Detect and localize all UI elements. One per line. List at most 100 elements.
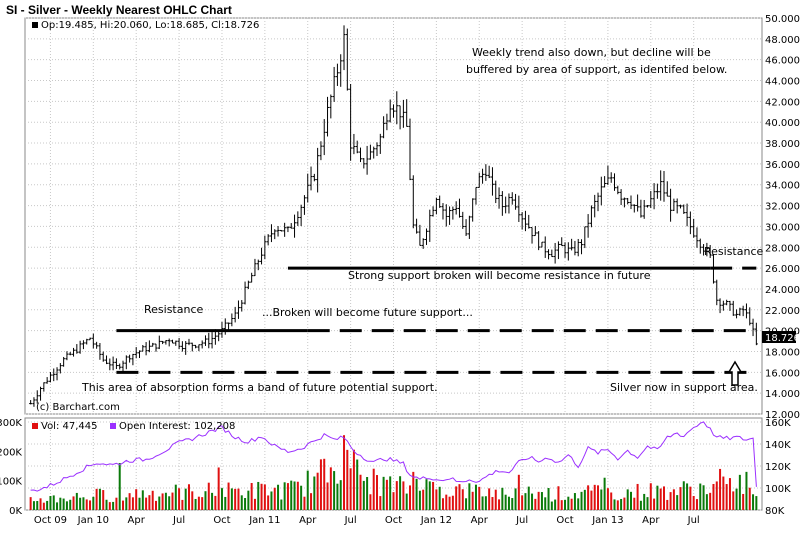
volume-bar — [458, 484, 461, 510]
volume-bar — [689, 486, 692, 510]
volume-bar — [362, 480, 365, 510]
volume-bar — [293, 481, 296, 510]
open-interest-series — [30, 421, 757, 492]
volume-bar — [227, 482, 230, 510]
volume-bar — [435, 489, 438, 510]
volume-bar — [234, 488, 237, 510]
volume-bar — [461, 489, 464, 510]
x-tick-label: Jul — [515, 515, 528, 526]
volume-bar — [49, 495, 52, 510]
volume-bar — [240, 495, 243, 510]
volume-bar — [237, 488, 240, 510]
x-tick-label: Jul — [172, 515, 185, 526]
volume-bar — [204, 491, 207, 510]
volume-bar — [623, 497, 626, 510]
annotation-broken-support: ...Broken will become future support... — [262, 306, 473, 319]
x-tick-label: Jul — [687, 515, 700, 526]
volume-bar — [174, 484, 177, 510]
x-tick-label: Apr — [299, 515, 317, 526]
volume-bar — [197, 496, 200, 510]
volume-bar — [402, 481, 405, 510]
volume-bar — [369, 494, 372, 510]
volume-bar — [755, 496, 758, 510]
volume-bar — [280, 499, 283, 510]
volume-bar — [300, 485, 303, 510]
volume-bar — [151, 490, 154, 510]
volume-bar — [286, 483, 289, 510]
open-interest-tick-label: 160K — [765, 418, 791, 429]
volume-bar — [346, 449, 349, 510]
volume-bar — [178, 488, 181, 510]
volume-bar — [412, 471, 415, 510]
volume-bar — [593, 484, 596, 510]
volume-bar — [181, 499, 184, 510]
volume-bar — [481, 496, 484, 510]
volume-bar — [382, 476, 385, 510]
volume-bar — [349, 468, 352, 510]
volume-bar — [567, 496, 570, 510]
volume-bar — [260, 483, 263, 510]
volume-bar — [669, 492, 672, 510]
open-interest-line — [30, 421, 757, 492]
volume-bar — [448, 496, 451, 510]
annotation-resistance-left: Resistance — [144, 303, 204, 316]
volume-bar — [531, 493, 534, 510]
volume-bar — [115, 497, 118, 510]
volume-bar — [102, 490, 105, 510]
volume-bar — [372, 468, 375, 510]
open-interest-tick-label: 120K — [765, 462, 791, 473]
volume-bar — [732, 491, 735, 510]
volume-bar — [389, 476, 392, 510]
price-tick-label: 28.000 — [765, 243, 800, 254]
annotation-strong-support: Strong support broken will become resist… — [348, 269, 651, 282]
volume-bar — [356, 459, 359, 510]
price-tick-label: 36.000 — [765, 160, 800, 171]
volume-bar — [141, 490, 144, 510]
volume-bar — [653, 498, 656, 510]
volume-bar — [590, 490, 593, 510]
volume-bar — [138, 497, 141, 510]
price-tick-label: 46.000 — [765, 56, 800, 67]
volume-bar — [725, 484, 728, 510]
volume-bar — [610, 492, 613, 510]
volume-bar — [649, 483, 652, 510]
annotation-silver-now: Silver now in support area. — [610, 381, 758, 394]
volume-bar — [415, 478, 418, 510]
volume-bar — [32, 501, 35, 510]
open-interest-legend-square — [110, 423, 116, 429]
volume-bar — [352, 449, 355, 510]
volume-legend-square — [32, 423, 38, 429]
volume-bar — [465, 498, 468, 510]
volume-bar — [257, 481, 260, 510]
annotation-weekly-trend-2: buffered by area of support, as identife… — [466, 63, 727, 76]
volume-bar — [250, 483, 253, 510]
volume-bar — [554, 499, 557, 510]
chart-title: SI - Silver - Weekly Nearest OHLC Chart — [6, 3, 232, 17]
price-tick-label: 14.000 — [765, 389, 800, 400]
volume-bar — [395, 481, 398, 510]
volume-bar — [145, 497, 148, 510]
volume-bar — [65, 501, 68, 510]
volume-bar — [62, 498, 65, 510]
price-tick-label: 34.000 — [765, 181, 800, 192]
volume-bar — [705, 494, 708, 510]
x-tick-label: Apr — [471, 515, 489, 526]
volume-bar — [478, 486, 481, 510]
x-tick-label: Apr — [642, 515, 660, 526]
price-tick-label: 32.000 — [765, 202, 800, 213]
x-tick-label: Oct — [385, 515, 402, 526]
price-tick-label: 50.000 — [765, 14, 800, 25]
x-tick-label: Jan 11 — [248, 515, 280, 526]
volume-bar — [451, 495, 454, 510]
volume-bar — [306, 470, 309, 510]
volume-bar — [524, 493, 527, 510]
volume-bar — [108, 502, 111, 510]
volume-bar — [692, 495, 695, 510]
volume-bar — [597, 485, 600, 510]
price-bars — [29, 25, 758, 407]
volume-bar — [359, 474, 362, 510]
volume-bar — [343, 435, 346, 510]
volume-bar — [72, 496, 75, 510]
price-tick-label: 18.000 — [765, 347, 800, 358]
volume-bar — [715, 481, 718, 510]
